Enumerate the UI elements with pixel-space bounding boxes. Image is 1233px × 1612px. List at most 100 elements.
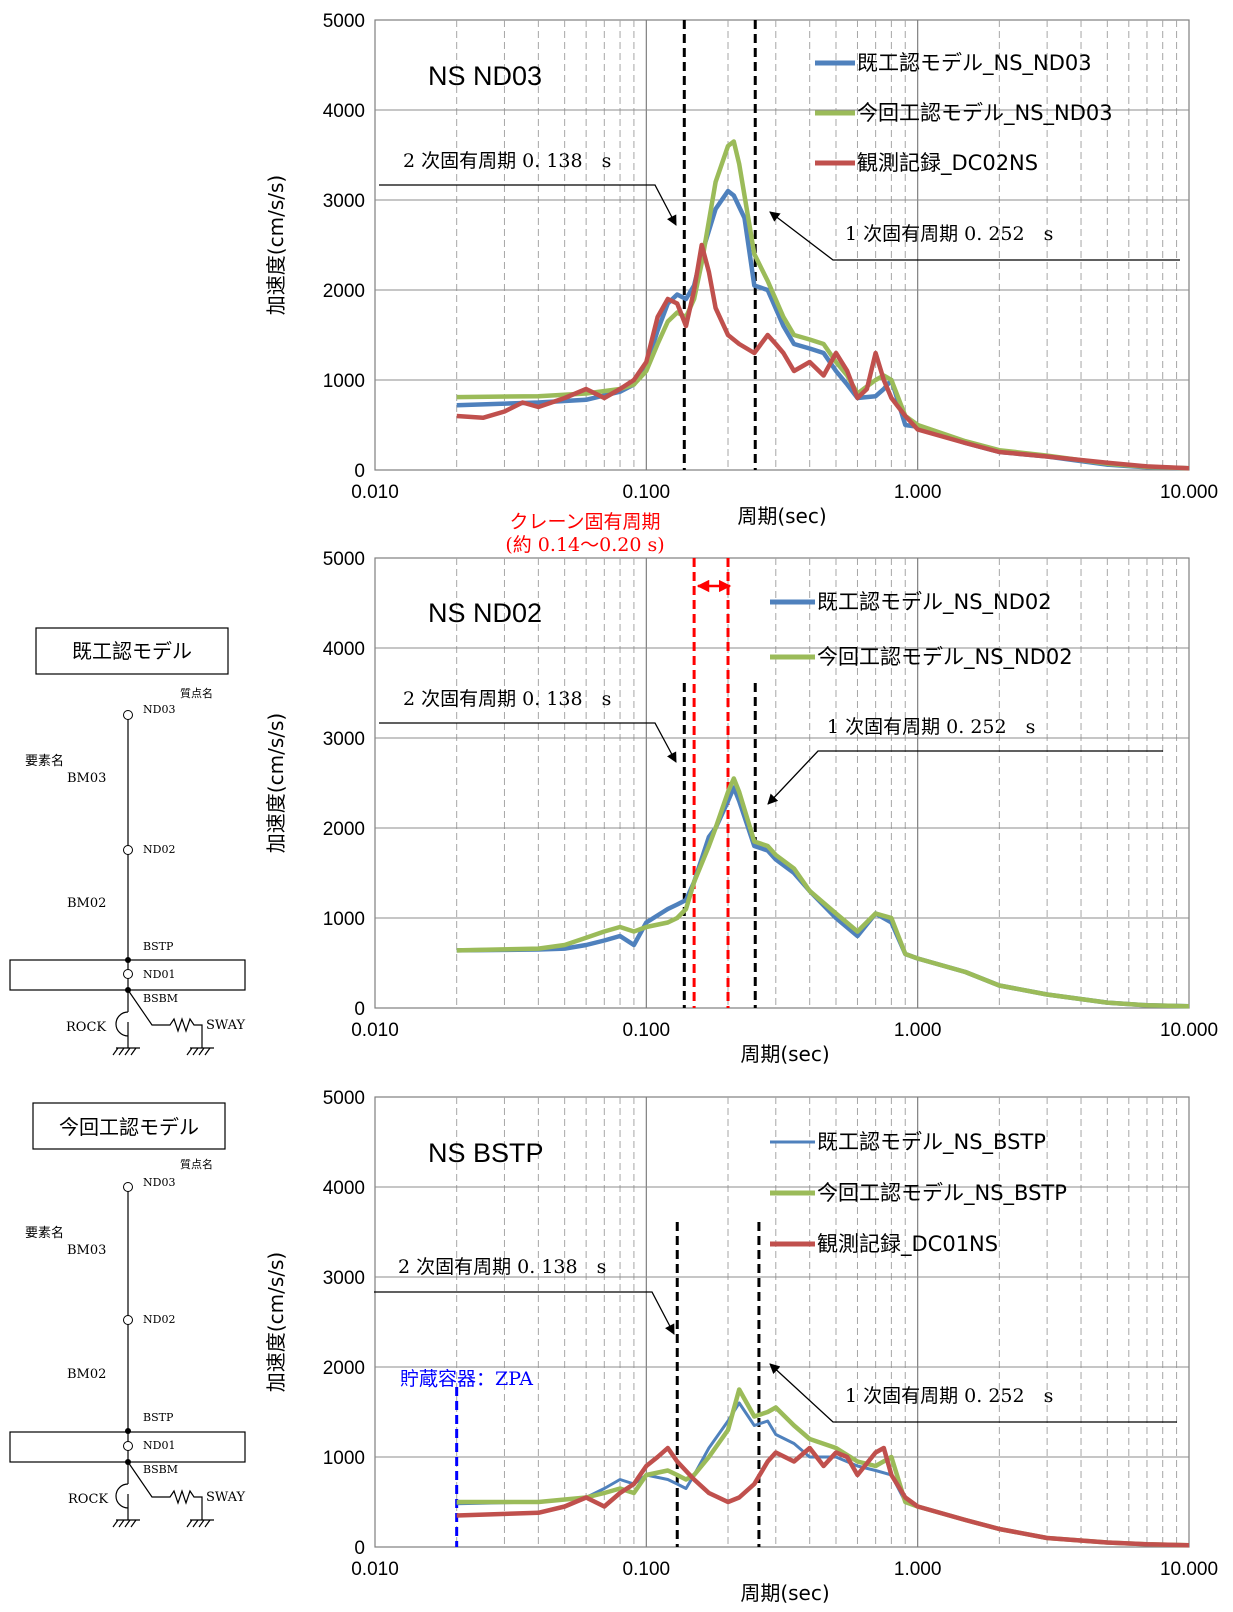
plot-area <box>374 557 1190 1009</box>
series-layer <box>456 139 1190 471</box>
leader-2nd-period <box>379 722 677 763</box>
series-line-1 <box>456 139 1190 471</box>
series-line-2 <box>456 242 1190 471</box>
rock-spring <box>112 990 140 1056</box>
x-tick-labels: 0.010 0.100 1.000 10.000 <box>351 1559 1218 1580</box>
node-label-nd01: ND01 <box>143 968 175 981</box>
annotations: 2 次固有周期 0. 138 s 1 次固有周期 0. 252 s 貯蔵容器：Z… <box>374 1256 1177 1423</box>
chart-title: NS ND02 <box>428 598 542 628</box>
legend: 既工認モデル_NS_ND02 今回工認モデル_NS_ND02 <box>770 590 1073 670</box>
chart-title: NS ND03 <box>428 61 542 91</box>
sway-spring <box>127 1461 214 1528</box>
natural-period-lines <box>675 1222 761 1547</box>
spring-label-rock: ROCK <box>66 1020 106 1035</box>
plot-area <box>374 1096 1190 1548</box>
node-nd03 <box>123 1182 133 1192</box>
x-axis-label: 周期(sec) <box>737 504 826 528</box>
chart-ns-nd02: 0 1000 2000 3000 4000 5000 0.010 0.100 1.000 10.… <box>264 549 1218 1066</box>
natural-period-lines <box>682 20 757 470</box>
y-tick-label: 2000 <box>323 1358 365 1379</box>
y-tick-label: 5000 <box>323 11 365 32</box>
model-diagram-existing: 既工認モデル 質点名 要素名 ND03 BM03 ND02 BM02 BSTP … <box>9 627 246 1056</box>
chart-title: NS BSTP <box>428 1138 544 1168</box>
crane-range-lines <box>692 558 730 1008</box>
annotations: 2 次固有周期 0. 138 s 1 次固有周期 0. 252 s <box>379 150 1180 261</box>
y-tick-labels: 0 1000 2000 3000 4000 5000 <box>323 11 365 482</box>
model-diagram-current: 今回工認モデル 質点名 要素名 ND03 BM03 ND02 BM02 BSTP… <box>9 1102 246 1528</box>
element-header: 要素名 <box>25 753 64 769</box>
node-label-bstp: BSTP <box>143 1411 174 1424</box>
y-tick-label: 2000 <box>323 281 365 302</box>
y-tick-label: 3000 <box>323 191 365 212</box>
x-tick-label: 10.000 <box>1160 1020 1218 1041</box>
x-tick-label: 10.000 <box>1160 482 1218 503</box>
legend-entry-2: 観測記録_DC02NS <box>857 151 1038 176</box>
annotation-1st-period: 1 次固有周期 0. 252 s <box>845 1385 1053 1407</box>
annotation-2nd-period: 2 次固有周期 0. 138 s <box>403 150 611 172</box>
legend-entry-1: 今回工認モデル_NS_ND02 <box>817 645 1073 670</box>
node-nd01 <box>123 1441 133 1451</box>
x-tick-label: 0.100 <box>623 482 671 503</box>
annotation-1st-period: 1 次固有周期 0. 252 s <box>827 716 1035 738</box>
legend-entry-0: 既工認モデル_NS_ND03 <box>857 51 1092 76</box>
node-label-bstp: BSTP <box>143 940 174 953</box>
legend-entry-0: 既工認モデル_NS_ND02 <box>817 590 1052 615</box>
y-tick-labels: 0 1000 2000 3000 4000 5000 <box>323 549 365 1020</box>
node-label-nd03: ND03 <box>143 703 175 716</box>
y-tick-label: 1000 <box>323 1448 365 1469</box>
x-tick-label: 0.010 <box>351 1559 399 1580</box>
x-tick-label: 10.000 <box>1160 1559 1218 1580</box>
y-tick-label: 1000 <box>323 371 365 392</box>
annotations: 2 次固有周期 0. 138 s 1 次固有周期 0. 252 s <box>379 688 1163 805</box>
element-header: 要素名 <box>25 1225 64 1241</box>
node-nd02 <box>123 845 133 855</box>
element-label-bm02: BM02 <box>67 1367 106 1382</box>
crane-annotation: クレーン固有周期 (約 0.14～0.20 s) <box>505 511 664 556</box>
x-tick-label: 1.000 <box>894 1559 942 1580</box>
node-nd02 <box>123 1315 133 1325</box>
y-tick-label: 0 <box>354 1538 365 1559</box>
element-label-bm02: BM02 <box>67 896 106 911</box>
model-title: 既工認モデル <box>72 639 192 663</box>
legend-entry-2: 観測記録_DC01NS <box>817 1232 998 1257</box>
crane-period-range: (約 0.14～0.20 s) <box>505 534 664 556</box>
zpa-label: 貯蔵容器：ZPA <box>400 1368 533 1390</box>
node-label-bsbm: BSBM <box>143 1463 178 1476</box>
rock-spring <box>112 1462 140 1528</box>
x-tick-label: 0.100 <box>623 1020 671 1041</box>
crane-period-label: クレーン固有周期 <box>509 511 660 533</box>
y-tick-label: 4000 <box>323 1178 365 1199</box>
y-axis-label: 加速度(cm/s/s) <box>264 175 288 315</box>
spring-label-rock: ROCK <box>68 1492 108 1507</box>
leader-2nd-period <box>374 1291 675 1335</box>
spring-label-sway: SWAY <box>206 1490 245 1505</box>
legend: 既工認モデル_NS_ND03 今回工認モデル_NS_ND03 観測記録_DC02… <box>815 51 1113 176</box>
y-axis-label: 加速度(cm/s/s) <box>264 1252 288 1392</box>
node-bstp <box>125 1428 131 1434</box>
series-line-1 <box>456 776 1190 1009</box>
model-title-box <box>32 1102 226 1150</box>
x-tick-label: 1.000 <box>894 482 942 503</box>
y-tick-label: 3000 <box>323 729 365 750</box>
series-layer <box>456 1387 1190 1548</box>
y-tick-label: 4000 <box>323 639 365 660</box>
x-axis-label: 周期(sec) <box>740 1581 829 1605</box>
y-tick-label: 0 <box>354 461 365 482</box>
legend: 既工認モデル_NS_BSTP 今回工認モデル_NS_BSTP 観測記録_DC01… <box>770 1130 1067 1257</box>
y-tick-label: 2000 <box>323 819 365 840</box>
mass-point-header: 質点名 <box>180 686 213 700</box>
spring-label-sway: SWAY <box>206 1018 245 1033</box>
y-tick-label: 3000 <box>323 1268 365 1289</box>
element-label-bm03: BM03 <box>67 1243 106 1258</box>
legend-entry-1: 今回工認モデル_NS_ND03 <box>857 101 1113 126</box>
legend-entry-1: 今回工認モデル_NS_BSTP <box>817 1181 1067 1206</box>
node-label-bsbm: BSBM <box>143 992 178 1005</box>
model-title-box <box>35 627 229 675</box>
legend-entry-0: 既工認モデル_NS_BSTP <box>817 1130 1046 1155</box>
x-tick-label: 0.010 <box>351 482 399 503</box>
x-tick-label: 0.100 <box>623 1559 671 1580</box>
chart-ns-nd03: 0 1000 2000 3000 4000 5000 0.010 0.100 1.000 10.… <box>264 11 1218 528</box>
y-axis-label: 加速度(cm/s/s) <box>264 713 288 853</box>
node-label-nd02: ND02 <box>143 843 175 856</box>
